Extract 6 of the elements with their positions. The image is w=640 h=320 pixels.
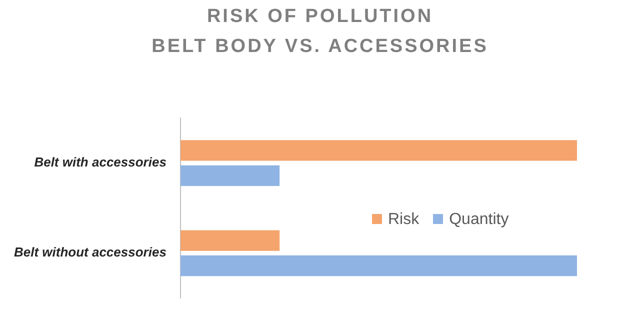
y-tick-label: Belt without accessories (14, 244, 166, 260)
chart-subtitle: BELT BODY VS. ACCESSORIES (150, 35, 490, 59)
chart-title: RISK OF POLLUTION (206, 5, 434, 29)
y-tick-label: Belt with accessories (34, 154, 166, 170)
legend-label: Quantity (448, 211, 509, 229)
legend-label: Risk (387, 211, 420, 229)
